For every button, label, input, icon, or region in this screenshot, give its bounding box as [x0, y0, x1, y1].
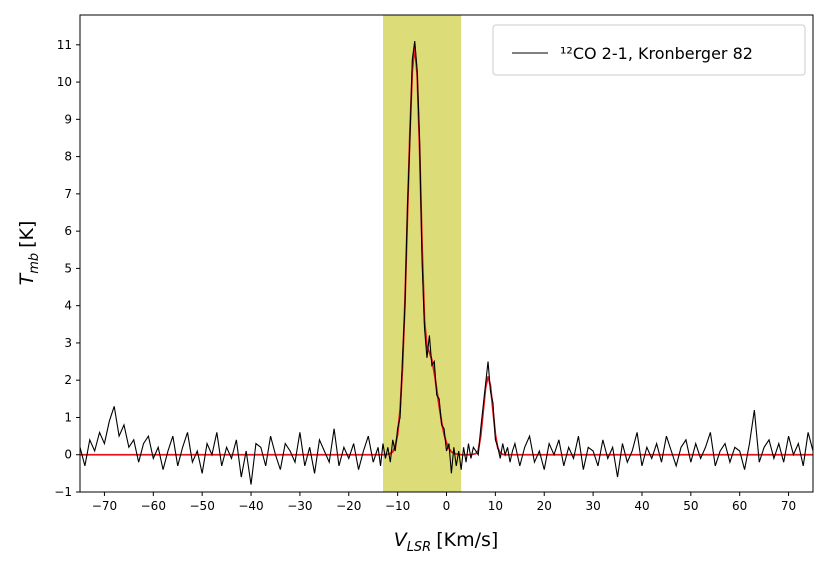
y-label-symbol: T: [16, 272, 38, 285]
x-tick-label: 30: [585, 499, 600, 513]
y-tick-label: 0: [64, 448, 72, 462]
x-axis-label: VLSR [Km/s]: [394, 529, 499, 555]
y-tick-label: 4: [64, 299, 72, 313]
y-tick-label: −1: [54, 485, 72, 499]
y-tick-label: 9: [64, 112, 72, 126]
x-tick-label: −40: [238, 499, 263, 513]
x-label-unit: [Km/s]: [436, 529, 498, 551]
y-label-unit: [K]: [16, 221, 38, 248]
y-tick-label: 1: [64, 410, 72, 424]
y-tick-label: 11: [57, 38, 72, 52]
x-tick-label: 50: [683, 499, 698, 513]
y-tick-label: 10: [57, 75, 72, 89]
y-tick-label: 3: [64, 336, 72, 350]
x-tick-label: 40: [634, 499, 649, 513]
x-label-symbol: V: [394, 529, 409, 551]
y-axis-label: Tmb [K]: [16, 221, 42, 286]
x-tick-label: 60: [732, 499, 747, 513]
x-tick-label: 0: [443, 499, 451, 513]
y-tick-label: 6: [64, 224, 72, 238]
y-tick-label: 5: [64, 261, 72, 275]
x-tick-label: −60: [141, 499, 166, 513]
y-label-subscript: mb: [27, 253, 42, 274]
x-tick-label: −20: [336, 499, 361, 513]
x-tick-label: 20: [537, 499, 552, 513]
y-tick-label: 7: [64, 187, 72, 201]
data-line: [79, 41, 814, 485]
y-tick-label: 8: [64, 150, 72, 164]
legend-label: ¹²CO 2-1, Kronberger 82: [560, 44, 753, 63]
x-tick-label: 70: [781, 499, 796, 513]
x-tick-label: −30: [287, 499, 312, 513]
x-tick-label: −10: [385, 499, 410, 513]
x-label-subscript: LSR: [407, 540, 432, 555]
x-tick-label: −50: [190, 499, 215, 513]
legend-box: [492, 24, 806, 76]
x-tick-label: −70: [92, 499, 117, 513]
x-tick-label: 10: [488, 499, 503, 513]
y-tick-label: 2: [64, 373, 72, 387]
